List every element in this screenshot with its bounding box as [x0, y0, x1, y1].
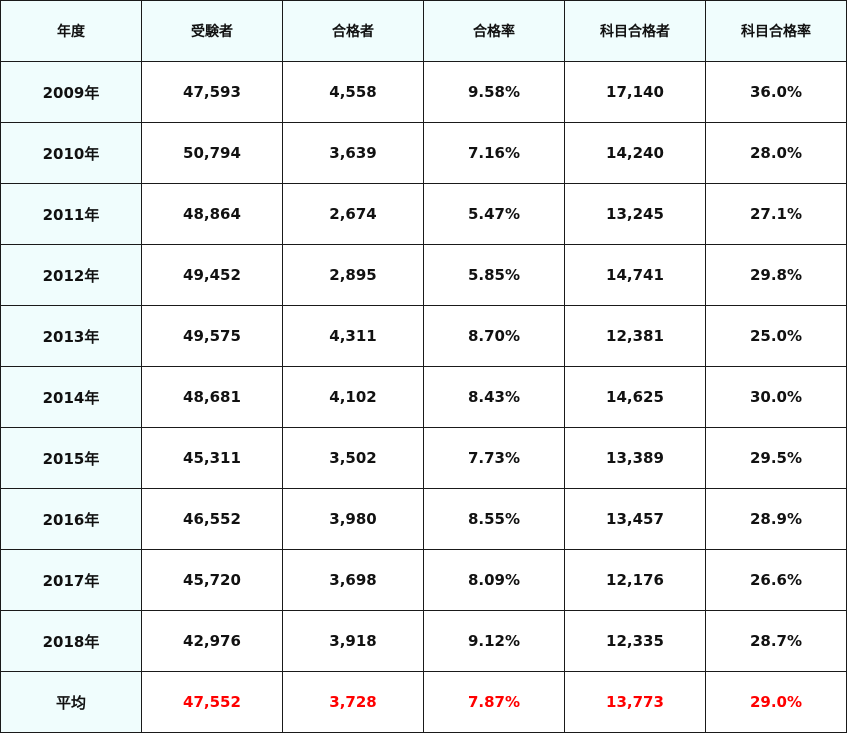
passers-cell: 3,502 — [282, 427, 424, 489]
subject-pass-rate-cell: 28.7% — [705, 610, 847, 672]
average-subject-pass-rate: 29.0% — [705, 671, 847, 733]
table-row: 2010年 50,794 3,639 7.16% 14,240 28.0% — [0, 122, 847, 184]
pass-rate-cell: 7.73% — [423, 427, 565, 489]
header-row: 年度 受験者 合格者 合格率 科目合格者 科目合格率 — [0, 0, 847, 62]
year-cell: 2014年 — [0, 366, 142, 428]
subject-pass-rate-cell: 36.0% — [705, 61, 847, 123]
passers-cell: 2,674 — [282, 183, 424, 245]
pass-rate-cell: 8.55% — [423, 488, 565, 550]
pass-rate-cell: 9.12% — [423, 610, 565, 672]
average-row: 平均 47,552 3,728 7.87% 13,773 29.0% — [0, 671, 847, 733]
table-row: 2014年 48,681 4,102 8.43% 14,625 30.0% — [0, 366, 847, 428]
pass-rate-cell: 8.70% — [423, 305, 565, 367]
table-row: 2016年 46,552 3,980 8.55% 13,457 28.9% — [0, 488, 847, 550]
examinees-cell: 48,681 — [141, 366, 283, 428]
year-cell: 2011年 — [0, 183, 142, 245]
year-cell: 2010年 — [0, 122, 142, 184]
passers-cell: 3,918 — [282, 610, 424, 672]
subject-pass-rate-cell: 29.8% — [705, 244, 847, 306]
year-cell: 2016年 — [0, 488, 142, 550]
subject-pass-rate-cell: 27.1% — [705, 183, 847, 245]
examinees-cell: 45,720 — [141, 549, 283, 611]
passers-cell: 4,102 — [282, 366, 424, 428]
examinees-cell: 47,593 — [141, 61, 283, 123]
subject-passers-cell: 14,240 — [564, 122, 706, 184]
pass-rate-cell: 5.47% — [423, 183, 565, 245]
passers-cell: 3,980 — [282, 488, 424, 550]
table-row: 2018年 42,976 3,918 9.12% 12,335 28.7% — [0, 610, 847, 672]
subject-passers-cell: 12,176 — [564, 549, 706, 611]
subject-passers-cell: 12,381 — [564, 305, 706, 367]
year-cell: 2018年 — [0, 610, 142, 672]
year-cell: 2015年 — [0, 427, 142, 489]
table-row: 2011年 48,864 2,674 5.47% 13,245 27.1% — [0, 183, 847, 245]
subject-pass-rate-cell: 26.6% — [705, 549, 847, 611]
header-subject-pass-rate: 科目合格率 — [705, 0, 847, 62]
passers-cell: 4,558 — [282, 61, 424, 123]
subject-pass-rate-cell: 28.0% — [705, 122, 847, 184]
subject-passers-cell: 17,140 — [564, 61, 706, 123]
subject-pass-rate-cell: 29.5% — [705, 427, 847, 489]
examinees-cell: 48,864 — [141, 183, 283, 245]
header-subject-passers: 科目合格者 — [564, 0, 706, 62]
subject-passers-cell: 13,245 — [564, 183, 706, 245]
subject-passers-cell: 13,389 — [564, 427, 706, 489]
passers-cell: 3,698 — [282, 549, 424, 611]
examinees-cell: 49,452 — [141, 244, 283, 306]
subject-passers-cell: 14,625 — [564, 366, 706, 428]
pass-rate-cell: 5.85% — [423, 244, 565, 306]
passers-cell: 4,311 — [282, 305, 424, 367]
subject-passers-cell: 13,457 — [564, 488, 706, 550]
average-label: 平均 — [0, 671, 142, 733]
passers-cell: 2,895 — [282, 244, 424, 306]
year-cell: 2017年 — [0, 549, 142, 611]
subject-passers-cell: 14,741 — [564, 244, 706, 306]
pass-rate-cell: 8.43% — [423, 366, 565, 428]
table-row: 2012年 49,452 2,895 5.85% 14,741 29.8% — [0, 244, 847, 306]
average-examinees: 47,552 — [141, 671, 283, 733]
examinees-cell: 50,794 — [141, 122, 283, 184]
examinees-cell: 45,311 — [141, 427, 283, 489]
subject-pass-rate-cell: 28.9% — [705, 488, 847, 550]
table-row: 2017年 45,720 3,698 8.09% 12,176 26.6% — [0, 549, 847, 611]
average-passers: 3,728 — [282, 671, 424, 733]
year-cell: 2009年 — [0, 61, 142, 123]
header-passers: 合格者 — [282, 0, 424, 62]
examinees-cell: 49,575 — [141, 305, 283, 367]
average-pass-rate: 7.87% — [423, 671, 565, 733]
subject-pass-rate-cell: 25.0% — [705, 305, 847, 367]
pass-rate-cell: 8.09% — [423, 549, 565, 611]
year-cell: 2013年 — [0, 305, 142, 367]
passers-cell: 3,639 — [282, 122, 424, 184]
header-examinees: 受験者 — [141, 0, 283, 62]
year-cell: 2012年 — [0, 244, 142, 306]
pass-rate-cell: 7.16% — [423, 122, 565, 184]
subject-passers-cell: 12,335 — [564, 610, 706, 672]
examinees-cell: 42,976 — [141, 610, 283, 672]
table-row: 2013年 49,575 4,311 8.70% 12,381 25.0% — [0, 305, 847, 367]
pass-rate-cell: 9.58% — [423, 61, 565, 123]
table-row: 2009年 47,593 4,558 9.58% 17,140 36.0% — [0, 61, 847, 123]
header-year: 年度 — [0, 0, 142, 62]
average-subject-passers: 13,773 — [564, 671, 706, 733]
header-pass-rate: 合格率 — [423, 0, 565, 62]
table-row: 2015年 45,311 3,502 7.73% 13,389 29.5% — [0, 427, 847, 489]
subject-pass-rate-cell: 30.0% — [705, 366, 847, 428]
examinees-cell: 46,552 — [141, 488, 283, 550]
